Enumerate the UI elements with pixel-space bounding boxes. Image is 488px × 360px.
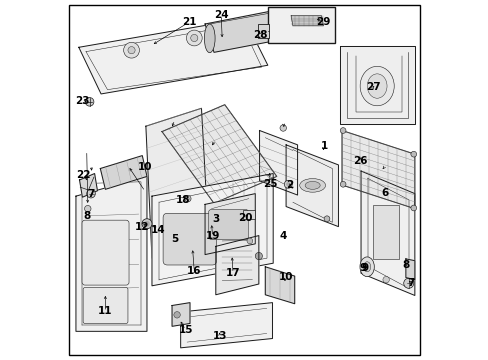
Circle shape <box>340 128 346 134</box>
Text: 29: 29 <box>316 17 330 27</box>
Ellipse shape <box>363 262 370 272</box>
Text: 9: 9 <box>361 263 368 273</box>
Ellipse shape <box>366 74 386 98</box>
Ellipse shape <box>299 179 325 192</box>
Polygon shape <box>204 10 287 52</box>
Ellipse shape <box>204 24 215 53</box>
Text: 27: 27 <box>366 82 380 92</box>
Polygon shape <box>405 259 414 280</box>
Polygon shape <box>259 131 297 195</box>
Text: 14: 14 <box>150 225 164 235</box>
Polygon shape <box>204 194 255 255</box>
Circle shape <box>286 183 289 186</box>
Polygon shape <box>285 145 338 226</box>
Text: 20: 20 <box>238 213 252 222</box>
Circle shape <box>403 278 413 288</box>
Text: 15: 15 <box>178 325 193 335</box>
Polygon shape <box>172 303 190 326</box>
Text: 3: 3 <box>212 215 219 224</box>
FancyBboxPatch shape <box>83 288 128 323</box>
Circle shape <box>142 219 152 229</box>
Bar <box>258 24 268 39</box>
Polygon shape <box>76 176 147 331</box>
Bar <box>372 205 399 259</box>
Circle shape <box>284 180 292 188</box>
Circle shape <box>324 216 329 222</box>
Text: 23: 23 <box>75 96 89 106</box>
Circle shape <box>382 276 388 283</box>
Text: 2: 2 <box>286 180 293 190</box>
Circle shape <box>410 205 416 211</box>
Text: 10: 10 <box>278 272 292 282</box>
Circle shape <box>190 35 198 41</box>
Text: 21: 21 <box>182 17 196 27</box>
Text: 11: 11 <box>98 306 112 316</box>
Polygon shape <box>100 156 147 189</box>
Text: 24: 24 <box>213 10 228 20</box>
Circle shape <box>174 312 180 318</box>
Text: 26: 26 <box>352 156 366 166</box>
Circle shape <box>186 30 202 46</box>
Circle shape <box>184 195 191 202</box>
Text: 7: 7 <box>406 278 413 288</box>
Ellipse shape <box>359 257 373 276</box>
Circle shape <box>255 252 262 260</box>
Text: 13: 13 <box>212 331 227 341</box>
Text: 9: 9 <box>359 263 366 273</box>
Text: 25: 25 <box>262 179 277 189</box>
Text: 22: 22 <box>77 170 91 180</box>
FancyBboxPatch shape <box>82 220 129 285</box>
Circle shape <box>280 125 286 131</box>
Polygon shape <box>180 303 272 348</box>
Text: 17: 17 <box>225 268 240 278</box>
Polygon shape <box>145 108 208 258</box>
Text: 10: 10 <box>138 162 152 172</box>
Polygon shape <box>80 174 97 197</box>
Polygon shape <box>265 267 294 304</box>
Text: 5: 5 <box>171 234 178 244</box>
Polygon shape <box>360 171 414 296</box>
Text: 7: 7 <box>87 189 95 199</box>
Ellipse shape <box>305 181 320 189</box>
Circle shape <box>246 238 252 244</box>
Text: 18: 18 <box>176 195 190 205</box>
Polygon shape <box>339 45 414 125</box>
Text: 4: 4 <box>279 231 286 240</box>
Text: 12: 12 <box>135 222 149 231</box>
Circle shape <box>123 42 139 58</box>
Circle shape <box>86 189 95 198</box>
Bar <box>267 7 335 43</box>
Polygon shape <box>341 131 414 209</box>
FancyBboxPatch shape <box>208 210 248 239</box>
Text: 1: 1 <box>320 141 327 151</box>
Text: 19: 19 <box>205 231 219 240</box>
Ellipse shape <box>360 66 393 106</box>
Text: 6: 6 <box>381 188 388 198</box>
Polygon shape <box>290 16 323 26</box>
Text: 8: 8 <box>401 260 408 270</box>
Polygon shape <box>215 235 258 295</box>
FancyBboxPatch shape <box>243 210 255 220</box>
Circle shape <box>128 46 135 54</box>
Polygon shape <box>152 174 273 286</box>
Text: 16: 16 <box>187 266 201 276</box>
Circle shape <box>410 151 416 157</box>
Circle shape <box>85 98 94 106</box>
Polygon shape <box>79 19 267 94</box>
Text: 8: 8 <box>83 211 90 221</box>
Circle shape <box>144 222 149 226</box>
Polygon shape <box>162 105 276 203</box>
Circle shape <box>84 206 91 212</box>
Circle shape <box>340 181 346 187</box>
Text: 28: 28 <box>253 30 267 40</box>
FancyBboxPatch shape <box>163 213 216 265</box>
